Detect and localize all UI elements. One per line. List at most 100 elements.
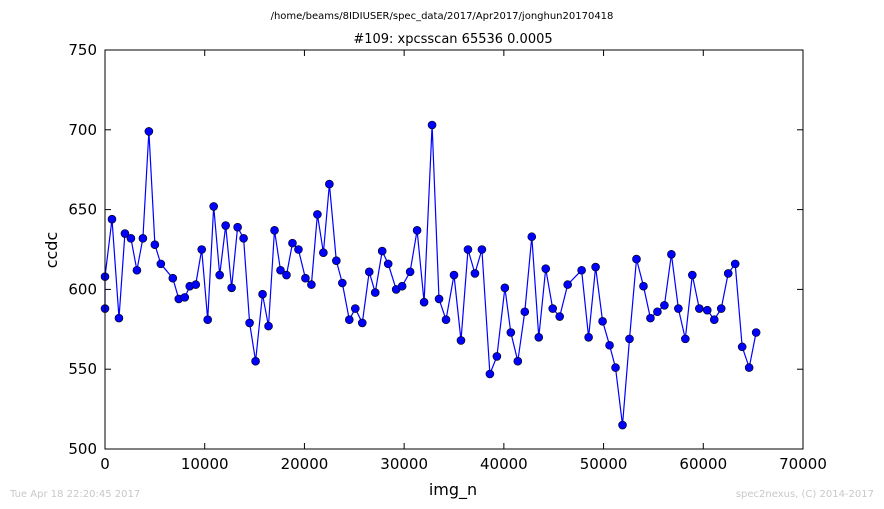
data-point: [449, 270, 459, 280]
data-point: [338, 278, 347, 288]
data-point: [441, 315, 451, 325]
data-point: [233, 222, 242, 232]
data-point: [383, 259, 393, 269]
data-point: [251, 356, 260, 366]
data-point: [485, 369, 495, 379]
data-point: [344, 315, 354, 325]
data-point: [132, 265, 142, 275]
x-tick-label: 0: [100, 455, 110, 473]
data-point: [197, 245, 207, 254]
x-tick-label: 50000: [580, 455, 628, 473]
data-point: [107, 214, 117, 224]
file-path-header: /home/beams/8IDIUSER/spec_data/2017/Apr2…: [271, 11, 614, 22]
data-point: [150, 240, 160, 250]
data-point: [492, 352, 502, 361]
data-point: [527, 232, 537, 242]
y-tick-label: 700: [68, 121, 97, 139]
data-point: [377, 246, 387, 256]
data-point: [598, 317, 607, 326]
data-point: [681, 334, 690, 344]
x-tick-label: 60000: [679, 455, 727, 473]
data-point: [591, 262, 600, 272]
data-point: [307, 280, 316, 289]
data-point: [674, 304, 683, 313]
x-axis-label: img_n: [429, 480, 477, 500]
data-point: [500, 283, 510, 293]
data-point: [688, 270, 697, 280]
data-point: [555, 312, 564, 321]
data-point: [477, 245, 487, 254]
data-point: [667, 249, 676, 259]
data-point: [412, 226, 422, 235]
data-point: [258, 289, 267, 299]
y-tick-label: 600: [68, 280, 97, 298]
data-point: [646, 313, 655, 323]
data-point: [541, 264, 551, 273]
footer-timestamp: Tue Apr 18 22:20:45 2017: [10, 489, 141, 500]
data-point: [325, 179, 334, 189]
y-tick-label: 550: [68, 360, 97, 378]
data-point: [577, 265, 586, 275]
series-line: [104, 124, 757, 426]
data-point: [709, 315, 719, 325]
data-point: [227, 283, 236, 293]
data-point: [584, 332, 593, 342]
data-point: [427, 120, 437, 130]
data-point: [209, 202, 218, 211]
data-point: [723, 269, 733, 278]
x-tick-label: 70000: [779, 455, 827, 473]
data-point: [660, 301, 669, 310]
data-point: [282, 270, 291, 280]
data-point: [653, 307, 662, 317]
data-point: [264, 321, 273, 331]
data-point: [694, 304, 704, 313]
x-tick-label: 20000: [281, 455, 329, 473]
data-point: [751, 328, 761, 337]
data-point: [702, 305, 712, 315]
data-point: [470, 269, 480, 278]
tick-labels: 0 10000 20000 30000 40000 50000 60000 70000 500 5…: [68, 41, 827, 473]
data-point: [276, 265, 285, 275]
data-point: [625, 334, 634, 344]
data-point: [506, 328, 516, 337]
data-point: [456, 336, 466, 345]
data-point: [288, 238, 297, 248]
data-point: [313, 210, 322, 219]
y-tick-label: 750: [68, 41, 97, 59]
series-layer: [100, 120, 761, 430]
data-point: [221, 221, 230, 230]
plot-area: [105, 50, 803, 449]
data-point: [357, 318, 367, 328]
data-point: [239, 234, 248, 243]
data-point: [405, 267, 415, 277]
data-point: [434, 294, 444, 304]
data-point: [548, 304, 558, 313]
data-point: [332, 256, 341, 265]
data-point: [126, 234, 136, 243]
data-point: [114, 313, 124, 323]
data-point: [370, 288, 380, 297]
data-point: [534, 332, 544, 342]
data-point: [563, 280, 572, 289]
data-point: [294, 245, 303, 254]
data-point: [611, 363, 620, 372]
data-point: [618, 420, 627, 430]
data-point: [716, 304, 726, 313]
data-point: [215, 270, 224, 280]
data-point: [350, 304, 360, 313]
data-point: [156, 259, 166, 269]
data-point: [301, 273, 310, 283]
data-point: [419, 297, 429, 307]
y-tick-label: 500: [68, 440, 97, 458]
data-point: [632, 254, 641, 264]
plot-frame: [104, 49, 804, 450]
data-point: [245, 318, 254, 328]
data-point: [270, 226, 279, 235]
data-point: [203, 315, 213, 325]
data-point: [397, 281, 407, 291]
data-point: [364, 267, 374, 277]
data-point: [737, 342, 747, 352]
y-tick-label: 650: [68, 201, 97, 219]
